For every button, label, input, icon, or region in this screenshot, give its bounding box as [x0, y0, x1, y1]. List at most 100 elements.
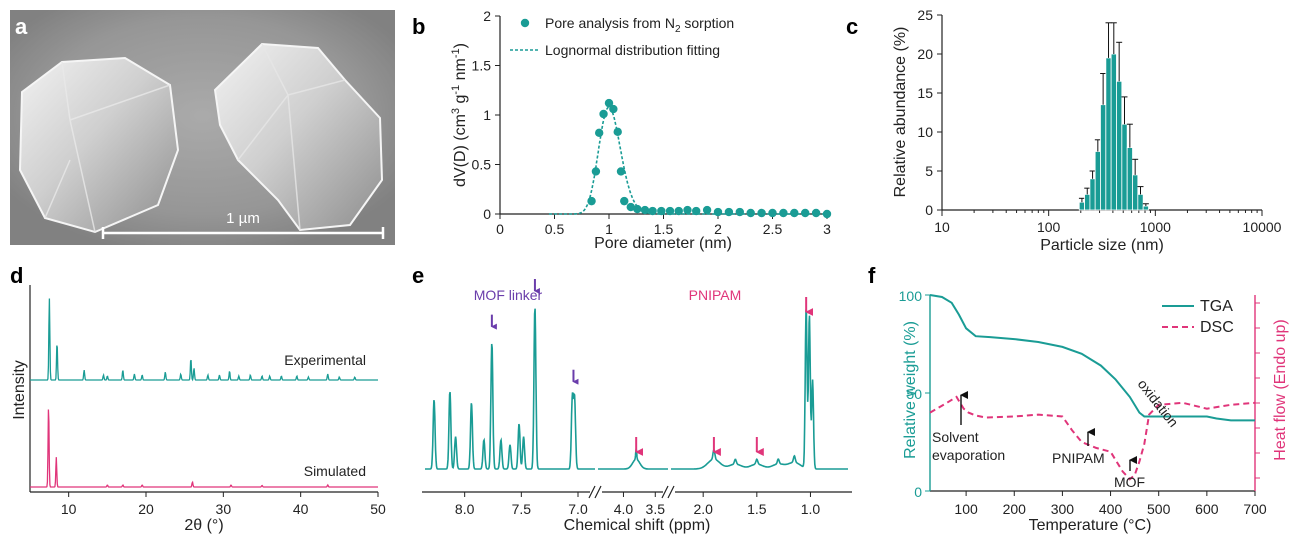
- tga-curve: [929, 294, 1255, 422]
- d-xtick-label: 50: [370, 501, 386, 517]
- pore-data-point: [665, 206, 675, 216]
- f-xtick-label: 300: [1051, 501, 1075, 517]
- size-bar: [1084, 193, 1091, 211]
- pore-data-point: [626, 202, 635, 212]
- axis-f-ylabel-left: Relative weight (%): [902, 321, 919, 459]
- pore-data-point: [648, 206, 657, 216]
- c-xtick-label: 10000: [1243, 219, 1282, 235]
- b-ytick-label: 0.5: [472, 157, 492, 173]
- pore-data-point: [702, 205, 712, 215]
- mof-linker-label: MOF linker: [474, 287, 543, 303]
- pore-data-point: [768, 208, 777, 218]
- pore-data-point: [746, 208, 755, 218]
- size-bar: [1126, 147, 1133, 211]
- solvent-label-2: evaporation: [932, 447, 1005, 463]
- pore-data-point: [811, 208, 821, 218]
- panel-label-e: e: [412, 263, 424, 288]
- pore-data-point: [801, 208, 810, 218]
- f-xtick-label: 400: [1099, 501, 1123, 517]
- axis-b-ylabel: dV(D) (cm3 g-1 nm-1): [450, 43, 469, 187]
- axis-break-marks: [588, 485, 675, 499]
- f-ytick-label: 0: [914, 484, 922, 500]
- size-bar: [1137, 193, 1144, 211]
- d-xtick-label: 30: [216, 501, 232, 517]
- c-ytick-label: 10: [917, 124, 933, 140]
- legend-sorption: Pore analysis from N2 sorption: [545, 15, 734, 35]
- panel-b-pore-chart: b 0 0.5 1 1.5 2 2.5 3 0 0.5 1 1.5 2 Pore diameter (…: [412, 8, 832, 252]
- pore-data-point: [692, 206, 701, 216]
- d-xtick-label: 40: [293, 501, 309, 517]
- pore-data-point: [609, 104, 618, 114]
- e-xtick-label: 7.0: [568, 501, 588, 517]
- sem-crystal-right: [213, 42, 384, 232]
- solvent-label-1: Solvent: [932, 429, 979, 445]
- axis-f-ylabel-right: Heat flow (Endo up): [1272, 319, 1289, 460]
- pore-data-point: [604, 98, 614, 108]
- c-xtick-label: 100: [1037, 219, 1061, 235]
- c-xtick-label: 10: [934, 219, 950, 235]
- size-bar: [1132, 174, 1139, 211]
- axis-c-ylabel: Relative abundance (%): [892, 27, 909, 198]
- dsc-curve: [929, 395, 1256, 481]
- b-xtick-label: 0.5: [545, 221, 565, 237]
- legend-fit: Lognormal distribution fitting: [545, 42, 720, 58]
- b-xtick-label: 2: [714, 221, 722, 237]
- pore-data-point: [587, 196, 596, 206]
- experimental-pattern: [30, 298, 378, 382]
- pore-data-point: [591, 167, 601, 176]
- pore-data-point: [640, 205, 650, 215]
- f-xtick-label: 200: [1003, 501, 1027, 517]
- series-label-simulated: Simulated: [304, 463, 366, 479]
- size-bar: [1142, 205, 1149, 211]
- e-xtick-label: 3.5: [646, 501, 666, 517]
- size-bar: [1116, 80, 1123, 211]
- pore-data-point: [633, 204, 642, 214]
- e-xtick-label: 4.0: [614, 501, 634, 517]
- f-xtick-label: 500: [1147, 501, 1171, 517]
- size-bar: [1110, 53, 1117, 211]
- axis-e-xlabel: Chemical shift (ppm): [564, 517, 711, 534]
- axis-f-xlabel: Temperature (°C): [1029, 517, 1152, 534]
- panel-c-size-chart: c 10 100 1000 10000 0 5 10 15 20 25 Particle size…: [846, 7, 1282, 254]
- e-xtick-label: 1.5: [747, 501, 767, 517]
- panel-label-a: a: [15, 14, 28, 39]
- size-bar: [1105, 57, 1112, 211]
- panel-label-f: f: [868, 263, 876, 288]
- size-bar: [1089, 178, 1096, 211]
- nmr-spectrum-segment: [671, 309, 848, 470]
- pore-data-point: [822, 209, 832, 219]
- panel-label-d: d: [10, 263, 23, 288]
- axis-d-xlabel: 2θ (°): [184, 517, 223, 534]
- c-ytick-label: 0: [925, 202, 933, 218]
- size-bar: [1121, 123, 1128, 211]
- pore-data-point: [594, 128, 604, 138]
- legend-dsc: DSC: [1200, 319, 1234, 336]
- pore-data-point: [713, 207, 723, 217]
- panel-e-nmr-chart: e 8.0 7.5 7.0 4.0 3.5 2.0 1.5 1.0 MOF linker PN…: [412, 263, 852, 534]
- pore-data-point: [779, 208, 788, 218]
- simulated-pattern: [30, 409, 378, 488]
- panel-f-tga-chart: f 100 200 300 400 500 600 700 0 50 100 TGA DSC So…: [868, 263, 1289, 534]
- b-ytick-label: 1.5: [472, 58, 492, 74]
- legend-tga: TGA: [1200, 298, 1233, 315]
- panel-label-c: c: [846, 14, 858, 39]
- pore-data-point: [620, 196, 629, 206]
- b-xtick-label: 1.5: [654, 221, 674, 237]
- pore-data-point: [735, 207, 744, 217]
- e-xtick-label: 1.0: [801, 501, 821, 517]
- c-ytick-label: 25: [917, 7, 933, 23]
- b-xtick-label: 3: [823, 221, 831, 237]
- f-xtick-label: 600: [1195, 501, 1219, 517]
- pore-data-point: [616, 167, 626, 176]
- nmr-spectrum-segment: [598, 447, 668, 470]
- pore-data-point: [790, 208, 799, 218]
- b-xtick-label: 0: [496, 221, 504, 237]
- c-ytick-label: 15: [917, 85, 933, 101]
- pnipam-label: PNIPAM: [689, 287, 742, 303]
- c-xtick-label: 1000: [1140, 219, 1171, 235]
- d-xtick-label: 20: [138, 501, 154, 517]
- size-bar: [1100, 104, 1107, 211]
- axis-c-xlabel: Particle size (nm): [1040, 237, 1164, 254]
- b-xtick-label: 2.5: [763, 221, 783, 237]
